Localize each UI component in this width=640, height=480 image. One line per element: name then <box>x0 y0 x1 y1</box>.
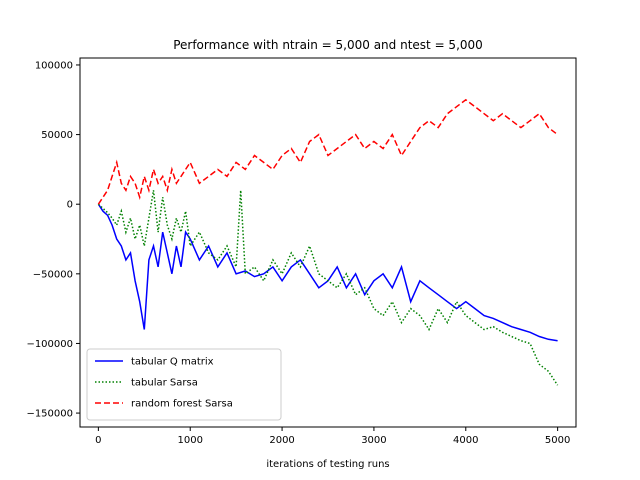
x-tick-label: 0 <box>95 435 101 446</box>
x-tick-label: 3000 <box>361 435 386 446</box>
series-line-0 <box>97 203 558 342</box>
x-axis-title: iterations of testing runs <box>266 459 389 470</box>
y-tick-label: −100000 <box>26 339 73 350</box>
x-tick-label: 1000 <box>177 435 202 446</box>
y-tick-label: −150000 <box>26 409 73 420</box>
plot-area <box>97 98 559 386</box>
x-tick-label: 4000 <box>453 435 478 446</box>
legend-box <box>86 348 282 421</box>
axes-frame <box>79 57 577 428</box>
y-tick-label: 0 <box>67 200 73 211</box>
legend-label: tabular Q matrix <box>131 357 214 368</box>
legend-label: random forest Sarsa <box>131 399 233 410</box>
legend-label: tabular Sarsa <box>131 378 198 389</box>
y-axis: 100000 50000 0 −50000 −100000 −150000 <box>26 60 80 420</box>
x-tick-label: 5000 <box>545 435 570 446</box>
y-tick-label: 100000 <box>35 60 73 71</box>
x-axis: 0 1000 2000 3000 4000 5000 <box>95 427 570 446</box>
series-line-2 <box>97 98 559 205</box>
y-tick-label: 50000 <box>41 130 73 141</box>
legend: tabular Q matrix tabular Sarsa random fore… <box>86 348 282 421</box>
x-tick-label: 2000 <box>269 435 294 446</box>
series-line-1 <box>97 190 559 386</box>
chart-title: Performance with ntrain = 5,000 and ntes… <box>173 38 483 52</box>
y-tick-label: −50000 <box>33 269 73 280</box>
